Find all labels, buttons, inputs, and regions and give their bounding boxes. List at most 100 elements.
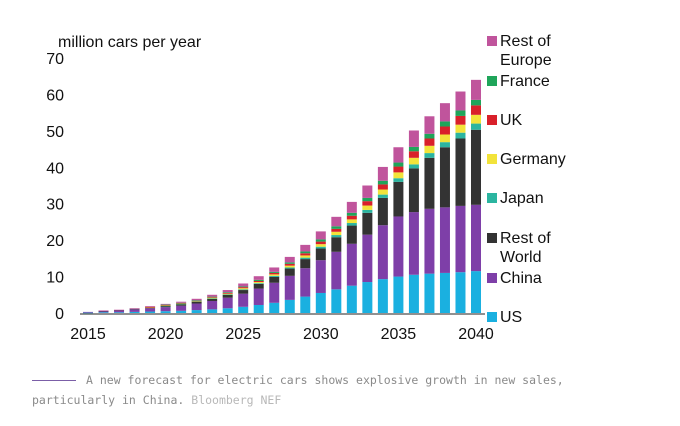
bar-segment [300,259,311,269]
bar-segment [176,301,187,303]
bar-segment [362,185,373,198]
bar-segment [222,308,233,313]
bar-segment [455,205,466,273]
legend-item: Japan [487,190,544,207]
bar-segment [315,292,326,313]
bar-segment [114,309,125,311]
bar-segment [393,276,404,313]
bar-segment [207,298,218,301]
bar-segment [424,153,435,158]
y-tick-label: 10 [46,270,64,287]
bar-segment [346,223,357,226]
bar-segment [346,215,357,220]
bar-segment [455,138,466,206]
bar-segment [408,130,419,147]
bar-segment [238,290,249,294]
bar-segment [362,212,373,235]
legend-label: France [500,73,550,90]
y-tick-label: 60 [46,87,64,104]
bar-segment [222,290,233,293]
bar-segment [238,288,249,290]
bar-segment [439,134,450,143]
bar-segment [176,305,187,311]
bar-segment [253,282,264,284]
bar-segment [300,268,311,297]
legend-item: US [487,309,522,326]
legend-item: China [487,270,542,287]
bar-segment [471,204,481,272]
legend-label: US [500,309,522,326]
legend-label: China [500,270,542,287]
legend-swatch [487,76,497,86]
bar-segment [129,308,140,310]
bar-segment [377,197,388,226]
x-tick-label: 2040 [458,326,494,343]
bar-segment [284,256,295,263]
bar-segment [424,133,435,139]
bar-segment [315,246,326,249]
bar-segment [253,280,264,283]
bar-segment [114,310,125,311]
bar-segment [377,279,388,313]
bar-segment [315,239,326,242]
bar-segment [145,311,156,313]
legend-item: UK [487,112,523,129]
bar-segment [424,157,435,209]
bar-segment [284,299,295,313]
bar-segment [393,178,404,182]
bar-segment [471,114,481,124]
bar-segment [176,303,187,304]
x-tick-label: 2020 [148,326,184,343]
bar-segment [238,283,249,287]
bar-segment [207,296,218,298]
bar-segment [377,184,388,190]
bar-segment [471,129,481,205]
bar-segment [362,209,373,213]
bar-segment [253,283,264,289]
bar-segment [331,231,342,236]
bar-segment [424,145,435,154]
bar-segment [191,301,202,302]
legend: Rest of Europe France UK Germany Japan Rest of… [487,33,566,326]
bar-segment [362,205,373,210]
bar-segment [439,272,450,313]
bar-segment [471,123,481,130]
bar-segment [269,267,280,272]
legend-item: Germany [487,151,566,168]
bar-segment [238,289,249,291]
bar-segment [207,297,218,299]
y-tick-label: 40 [46,160,64,177]
bar-segment [424,208,435,274]
legend-label: Rest of [500,33,551,50]
bar-segment [129,308,140,309]
bar-segment [455,115,466,125]
bar-segment [98,310,109,312]
legend-label: UK [500,112,523,129]
bar-segment [114,312,125,313]
bar-segment [160,305,171,306]
bar-segment [471,79,481,100]
bar-segment [129,309,140,312]
bar-segment [346,225,357,244]
bar-segment [315,260,326,293]
bar-segment [346,212,357,216]
bar-segment [315,231,326,240]
legend-swatch [487,115,497,125]
legend-swatch [487,233,497,243]
bar-segment [439,103,450,122]
bar-segment [377,166,388,181]
bar-segment [176,302,187,304]
bar-segment [346,201,357,213]
bar-segment [238,306,249,313]
bar-segment [207,296,218,298]
bar-segment [455,272,466,313]
bar-segment [331,235,342,238]
bar-segment [145,306,156,308]
bar-segment [222,297,233,309]
bar-segment [160,303,171,305]
bar-segment [207,298,218,300]
bar-segment [439,121,450,127]
bar-segment [253,288,264,305]
bar-segment [300,244,311,252]
